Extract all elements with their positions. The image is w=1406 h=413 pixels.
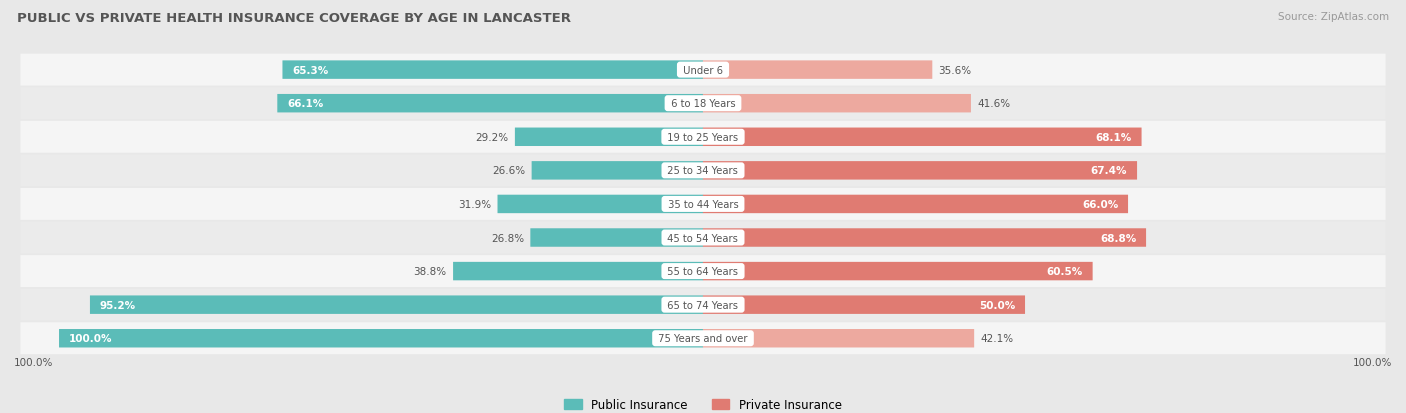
FancyBboxPatch shape [515, 128, 703, 147]
FancyBboxPatch shape [21, 88, 1385, 120]
FancyBboxPatch shape [703, 296, 1025, 314]
Text: 6 to 18 Years: 6 to 18 Years [668, 99, 738, 109]
Text: 50.0%: 50.0% [979, 300, 1015, 310]
Text: 66.0%: 66.0% [1083, 199, 1118, 209]
Text: 67.4%: 67.4% [1091, 166, 1128, 176]
Legend: Public Insurance, Private Insurance: Public Insurance, Private Insurance [560, 393, 846, 413]
Text: 100.0%: 100.0% [14, 357, 53, 367]
FancyBboxPatch shape [530, 229, 703, 247]
Text: 68.8%: 68.8% [1099, 233, 1136, 243]
FancyBboxPatch shape [531, 162, 703, 180]
Text: 41.6%: 41.6% [977, 99, 1011, 109]
FancyBboxPatch shape [498, 195, 703, 214]
Text: 26.6%: 26.6% [492, 166, 526, 176]
FancyBboxPatch shape [21, 55, 1385, 86]
Text: 29.2%: 29.2% [475, 133, 509, 142]
FancyBboxPatch shape [453, 262, 703, 281]
FancyBboxPatch shape [59, 329, 703, 348]
FancyBboxPatch shape [703, 61, 932, 80]
FancyBboxPatch shape [277, 95, 703, 113]
Text: 100.0%: 100.0% [1353, 357, 1392, 367]
FancyBboxPatch shape [21, 155, 1385, 187]
FancyBboxPatch shape [21, 222, 1385, 254]
Text: 75 Years and over: 75 Years and over [655, 333, 751, 344]
FancyBboxPatch shape [21, 289, 1385, 321]
FancyBboxPatch shape [703, 95, 972, 113]
Text: 38.8%: 38.8% [413, 266, 447, 276]
Text: 42.1%: 42.1% [980, 333, 1014, 344]
Text: 19 to 25 Years: 19 to 25 Years [665, 133, 741, 142]
FancyBboxPatch shape [703, 262, 1092, 281]
FancyBboxPatch shape [21, 323, 1385, 354]
Text: PUBLIC VS PRIVATE HEALTH INSURANCE COVERAGE BY AGE IN LANCASTER: PUBLIC VS PRIVATE HEALTH INSURANCE COVER… [17, 12, 571, 25]
Text: 25 to 34 Years: 25 to 34 Years [665, 166, 741, 176]
FancyBboxPatch shape [703, 128, 1142, 147]
Text: Source: ZipAtlas.com: Source: ZipAtlas.com [1278, 12, 1389, 22]
Text: 65 to 74 Years: 65 to 74 Years [665, 300, 741, 310]
FancyBboxPatch shape [21, 188, 1385, 221]
FancyBboxPatch shape [21, 121, 1385, 153]
Text: 35.6%: 35.6% [939, 65, 972, 76]
Text: Under 6: Under 6 [681, 65, 725, 76]
Text: 100.0%: 100.0% [69, 333, 112, 344]
FancyBboxPatch shape [21, 256, 1385, 287]
Text: 31.9%: 31.9% [458, 199, 491, 209]
FancyBboxPatch shape [283, 61, 703, 80]
FancyBboxPatch shape [703, 229, 1146, 247]
FancyBboxPatch shape [703, 162, 1137, 180]
Text: 95.2%: 95.2% [100, 300, 136, 310]
Text: 65.3%: 65.3% [292, 65, 329, 76]
Text: 66.1%: 66.1% [287, 99, 323, 109]
Text: 55 to 64 Years: 55 to 64 Years [665, 266, 741, 276]
FancyBboxPatch shape [90, 296, 703, 314]
Text: 45 to 54 Years: 45 to 54 Years [665, 233, 741, 243]
Text: 26.8%: 26.8% [491, 233, 524, 243]
Text: 68.1%: 68.1% [1095, 133, 1132, 142]
FancyBboxPatch shape [703, 329, 974, 348]
Text: 35 to 44 Years: 35 to 44 Years [665, 199, 741, 209]
FancyBboxPatch shape [703, 195, 1128, 214]
Text: 60.5%: 60.5% [1046, 266, 1083, 276]
